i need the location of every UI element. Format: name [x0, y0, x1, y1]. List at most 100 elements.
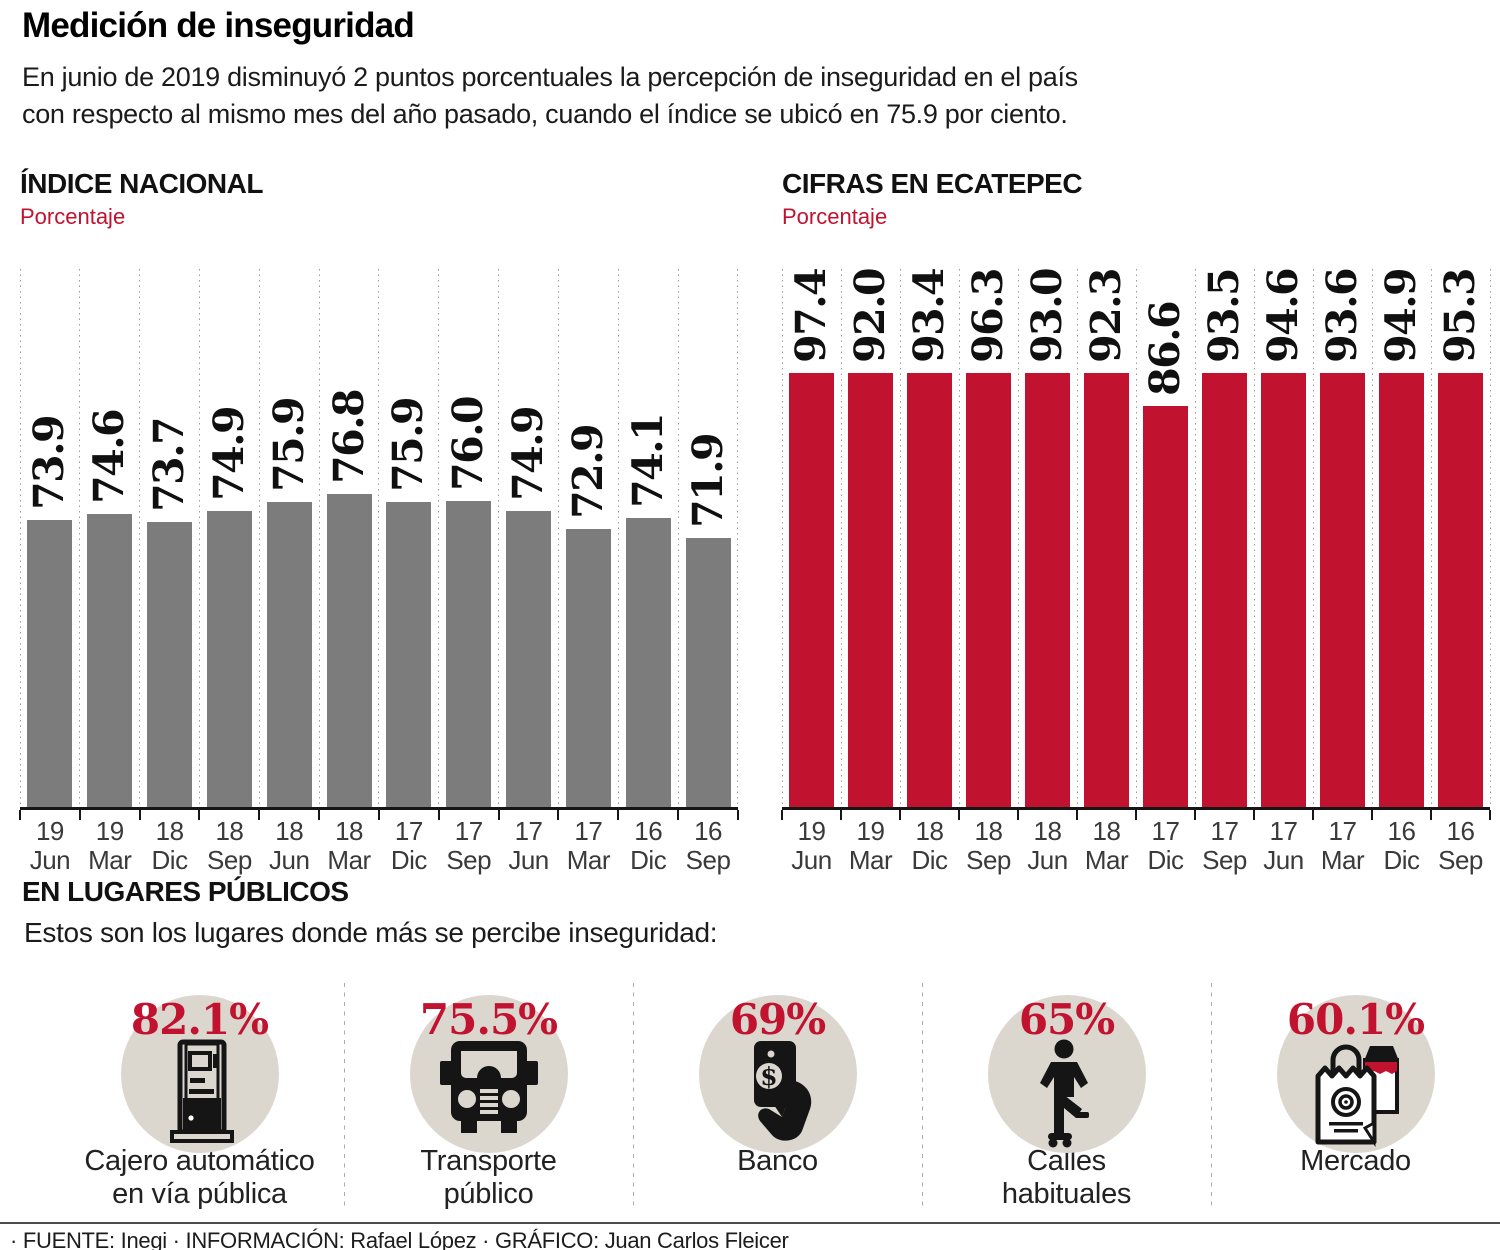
- bar: [147, 522, 193, 807]
- grid-line: [781, 269, 783, 807]
- x-label-year: 17: [514, 816, 543, 846]
- bar-value-label: 97.4: [787, 269, 835, 363]
- chart-column: 86.6: [1135, 269, 1195, 807]
- x-label-year: 18: [974, 816, 1003, 846]
- bar: [1379, 372, 1424, 807]
- places-heading: EN LUGARES PÚBLICOS: [22, 876, 349, 907]
- place-label-line: en vía pública: [112, 1178, 287, 1210]
- chart-national-unit-label: Porcentaje: [20, 204, 126, 229]
- grid-line: [318, 269, 320, 807]
- cash-hand-icon: $: [699, 1039, 857, 1143]
- x-label-year: 17: [1328, 816, 1357, 846]
- chart-ecatepec-xaxis: 19 Jun 19 Mar 18 Dic 18 Sep 18 Jun 18 Mar 17 Dic 17 Sep…: [781, 807, 1491, 875]
- bar-value-label: 94.9: [1377, 269, 1425, 363]
- place-label: Transporte público: [344, 1145, 633, 1211]
- x-tick-label: 19 Mar: [78, 810, 140, 875]
- bar-value-label: 75.9: [384, 398, 433, 492]
- axis-tick: [1076, 810, 1078, 820]
- bar-value-label: 94.6: [1259, 269, 1307, 363]
- place-percentage: 82.1%: [130, 995, 269, 1044]
- x-label-month: Dic: [630, 845, 667, 875]
- x-label-year: 18: [215, 816, 244, 846]
- grid-line: [958, 269, 960, 807]
- x-label-year: 16: [1446, 816, 1475, 846]
- bar: [87, 514, 133, 807]
- place-circle: 65%: [987, 995, 1146, 1153]
- chart-column: 93.5: [1194, 269, 1254, 807]
- chart-column: 74.9: [198, 269, 259, 807]
- chart-column: 75.9: [378, 269, 439, 807]
- bar-value-label: 93.6: [1318, 269, 1366, 363]
- axis-tick: [899, 810, 901, 820]
- bar-value-label: 76.8: [324, 390, 373, 484]
- intro-line-1: En junio de 2019 disminuyó 2 puntos porc…: [22, 62, 1078, 92]
- x-label-year: 16: [1387, 816, 1416, 846]
- chart-column: 92.3: [1076, 269, 1136, 807]
- place-percentage: 65%: [1018, 995, 1115, 1044]
- chart-column: 95.3: [1430, 269, 1491, 807]
- x-label-month: Sep: [446, 845, 492, 875]
- axis-tick: [1253, 810, 1255, 820]
- bar-value-label: 73.9: [25, 416, 74, 510]
- bar-value-label: 74.9: [204, 407, 253, 501]
- chart-column: 96.3: [958, 269, 1018, 807]
- chart-column: 93.0: [1017, 269, 1077, 807]
- grid-line: [1489, 269, 1491, 807]
- place-circle: 69% $: [698, 995, 857, 1153]
- footer-divider: [0, 1222, 1500, 1224]
- x-label-month: Sep: [1438, 845, 1483, 875]
- grid-line: [737, 269, 739, 807]
- x-tick-label: 19 Jun: [781, 810, 841, 875]
- chart-ecatepec: CIFRAS EN ECATEPEC Porcentaje 97.4 92.0 93…: [781, 168, 1491, 875]
- public-places-section: EN LUGARES PÚBLICOS Estos son los lugare…: [0, 876, 1500, 1210]
- axis-tick: [617, 810, 620, 820]
- bar: [907, 372, 952, 807]
- place-item: 75.5% Transporte público: [344, 983, 633, 1215]
- x-tick-label: 16 Dic: [1371, 810, 1431, 875]
- x-tick-label: 18 Dic: [899, 810, 959, 875]
- grid-line: [438, 269, 440, 807]
- x-label-month: Jun: [29, 845, 71, 875]
- chart-column: 76.0: [438, 269, 499, 807]
- bar: [266, 502, 312, 807]
- chart-national: ÍNDICE NACIONAL Porcentaje 73.9 74.6 73.7 7…: [19, 168, 739, 875]
- axis-tick: [958, 810, 960, 820]
- x-label-month: Mar: [1320, 845, 1365, 875]
- bar-value-label: 72.9: [563, 425, 612, 519]
- place-percentage: 69%: [729, 995, 826, 1044]
- chart-column: 74.1: [617, 269, 678, 807]
- bar-value-label: 73.7: [145, 418, 194, 512]
- chart-column: 94.9: [1371, 269, 1431, 807]
- intro-line-2: con respecto al mismo mes del año pasado…: [22, 99, 1068, 129]
- grid-line: [378, 269, 380, 807]
- x-tick-label: 18 Mar: [1076, 810, 1136, 875]
- axis-tick: [318, 810, 321, 820]
- x-label-month: Sep: [966, 845, 1011, 875]
- grid-line: [258, 269, 260, 807]
- axis-tick: [1489, 810, 1491, 820]
- grid-line: [1017, 269, 1019, 807]
- grid-line: [840, 269, 842, 807]
- x-label-month: Mar: [848, 845, 893, 875]
- bar: [506, 511, 552, 807]
- chart-column: 97.4: [781, 269, 841, 807]
- grid-line: [139, 269, 141, 807]
- chart-column: 92.0: [840, 269, 900, 807]
- page-title: Medición de inseguridad: [22, 6, 415, 45]
- bar-value-label: 93.4: [905, 269, 953, 363]
- x-label-year: 19: [35, 816, 64, 846]
- axis-tick: [557, 810, 560, 820]
- axis-tick: [1430, 810, 1432, 820]
- bar: [1025, 372, 1070, 807]
- chart-column: 94.6: [1253, 269, 1313, 807]
- x-label-year: 18: [1033, 816, 1062, 846]
- svg-text:$: $: [760, 1062, 777, 1091]
- x-label-year: 16: [694, 816, 722, 846]
- bar: [625, 518, 671, 807]
- person-icon: [988, 1039, 1146, 1151]
- x-tick-label: 17 Sep: [437, 810, 499, 875]
- x-label-year: 18: [335, 816, 364, 846]
- axis-tick: [19, 810, 21, 820]
- bar-value-label: 86.6: [1141, 302, 1189, 396]
- bar: [789, 372, 834, 807]
